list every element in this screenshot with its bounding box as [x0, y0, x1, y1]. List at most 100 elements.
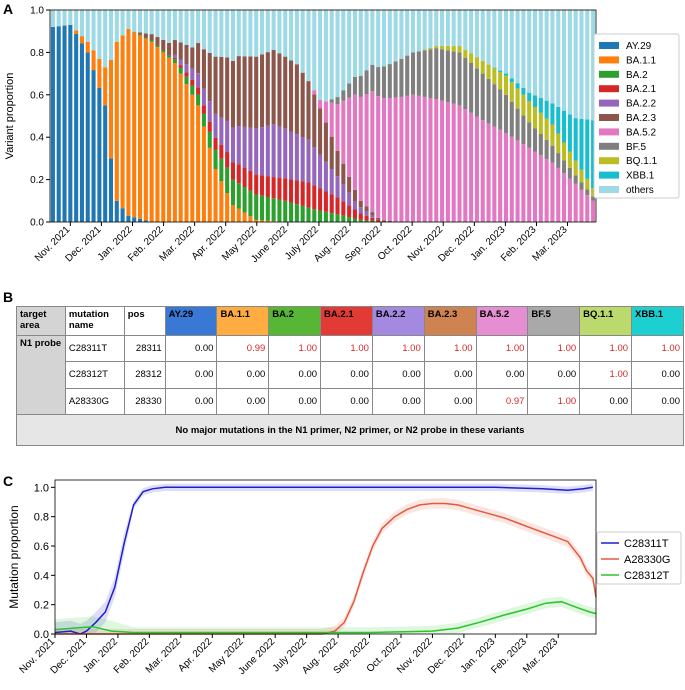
- value-cell: 0.00: [216, 361, 270, 389]
- legend-label: others: [626, 185, 654, 196]
- bar-segment: [294, 134, 299, 181]
- bar-segment: [306, 182, 311, 208]
- bar-segment: [352, 189, 357, 201]
- bar-segment: [591, 200, 596, 222]
- series-line: [54, 486, 594, 635]
- y-tick-label: 0.4: [30, 133, 44, 144]
- bar-segment: [219, 117, 224, 145]
- bar-segment: [591, 120, 596, 189]
- bar-segment: [387, 97, 392, 221]
- value-cell: 1.00: [579, 334, 633, 363]
- bar-segment: [364, 206, 369, 212]
- bar-segment: [573, 175, 578, 184]
- bar-segment: [567, 114, 572, 152]
- bar-segment: [207, 121, 212, 132]
- bar-segment: [161, 50, 166, 53]
- y-tick-label: 0.6: [30, 90, 44, 101]
- legend-swatch: [599, 85, 619, 93]
- series-line: [55, 502, 597, 635]
- value-cell: 0.00: [268, 387, 322, 416]
- legend-label: BF.5: [626, 142, 646, 153]
- bar-segment: [91, 10, 96, 51]
- bar-segment: [562, 173, 567, 222]
- bar-segment: [503, 94, 509, 133]
- bar-segment: [172, 59, 177, 63]
- bar-segment: [184, 64, 189, 73]
- bar-segment: [358, 10, 363, 76]
- bar-segment: [550, 162, 555, 222]
- bar-segment: [178, 42, 183, 60]
- value-cell: 1.00: [320, 334, 373, 363]
- bar-segment: [230, 127, 236, 163]
- bar-segment: [219, 144, 224, 159]
- col-header-variant: BA.2.3: [423, 306, 477, 336]
- bar-segment: [550, 145, 555, 163]
- y-tick-label: 1.0: [34, 482, 49, 494]
- x-tick-label: Mar. 2023: [521, 636, 561, 676]
- bar-segment: [91, 70, 96, 222]
- bar-segment: [300, 205, 305, 222]
- bar-segment: [138, 32, 143, 35]
- bar-segment: [480, 10, 485, 61]
- bar-segment: [172, 54, 177, 58]
- bar-segment: [230, 205, 236, 222]
- bar-segment: [196, 73, 201, 88]
- bar-segment: [318, 108, 323, 155]
- bar-segment: [132, 32, 137, 218]
- bar-segment: [347, 176, 352, 193]
- bar-segment: [405, 10, 410, 56]
- bar-segment: [521, 144, 526, 222]
- bar-segment: [515, 10, 520, 84]
- bar-segment: [201, 10, 206, 50]
- bar-segment: [364, 70, 369, 95]
- y-tick-label: 0.4: [34, 570, 49, 582]
- bar-segment: [492, 67, 497, 69]
- bar-segment: [474, 57, 479, 69]
- col-header-variant: XBB.1: [631, 306, 684, 336]
- mutation-name-cell: C28311T: [64, 334, 125, 363]
- mutation-table: target area mutation name pos AY.29 BA.1…: [16, 306, 684, 446]
- bar-segment: [463, 57, 468, 110]
- bar-segment: [335, 150, 340, 177]
- y-tick-label: 0.2: [34, 600, 49, 612]
- bar-segment: [434, 48, 439, 100]
- bar-segment: [416, 10, 421, 52]
- bar-segment: [219, 181, 224, 222]
- bar-segment: [178, 65, 183, 68]
- bar-segment: [190, 94, 195, 222]
- col-header-variant: BQ.1.1: [579, 306, 633, 336]
- bar-segment: [556, 10, 561, 107]
- bar-segment: [230, 10, 236, 61]
- bar-segment: [440, 46, 445, 50]
- bar-segment: [62, 25, 67, 222]
- bar-segment: [143, 33, 148, 38]
- bar-segment: [521, 10, 526, 88]
- bar-segment: [283, 56, 288, 129]
- bar-segment: [556, 153, 561, 168]
- bar-segment: [259, 220, 265, 222]
- bar-segment: [486, 78, 491, 124]
- bar-segment: [387, 220, 392, 222]
- bar-segment: [567, 178, 572, 222]
- bar-segment: [527, 122, 532, 148]
- bar-segment: [213, 137, 218, 150]
- bar-segment: [289, 179, 294, 203]
- bar-segment: [341, 10, 346, 91]
- bar-segment: [312, 10, 317, 91]
- bar-segment: [352, 209, 357, 219]
- bar-segment: [201, 105, 206, 114]
- bar-segment: [393, 61, 398, 98]
- bar-segment: [498, 10, 503, 71]
- bar-segment: [515, 108, 520, 141]
- bar-segment: [56, 10, 61, 27]
- bar-segment: [225, 167, 230, 194]
- bar-segment: [399, 96, 404, 222]
- bar-segment: [591, 10, 596, 121]
- bar-segment: [108, 59, 114, 159]
- bar-segment: [236, 10, 241, 57]
- table-row: C28312T 28312 0.00 0.00 0.00 0.00 0.00 0…: [17, 361, 684, 389]
- bar-segment: [323, 191, 328, 212]
- bar-segment: [213, 149, 218, 169]
- bar-segment: [538, 134, 543, 156]
- bar-segment: [399, 10, 404, 59]
